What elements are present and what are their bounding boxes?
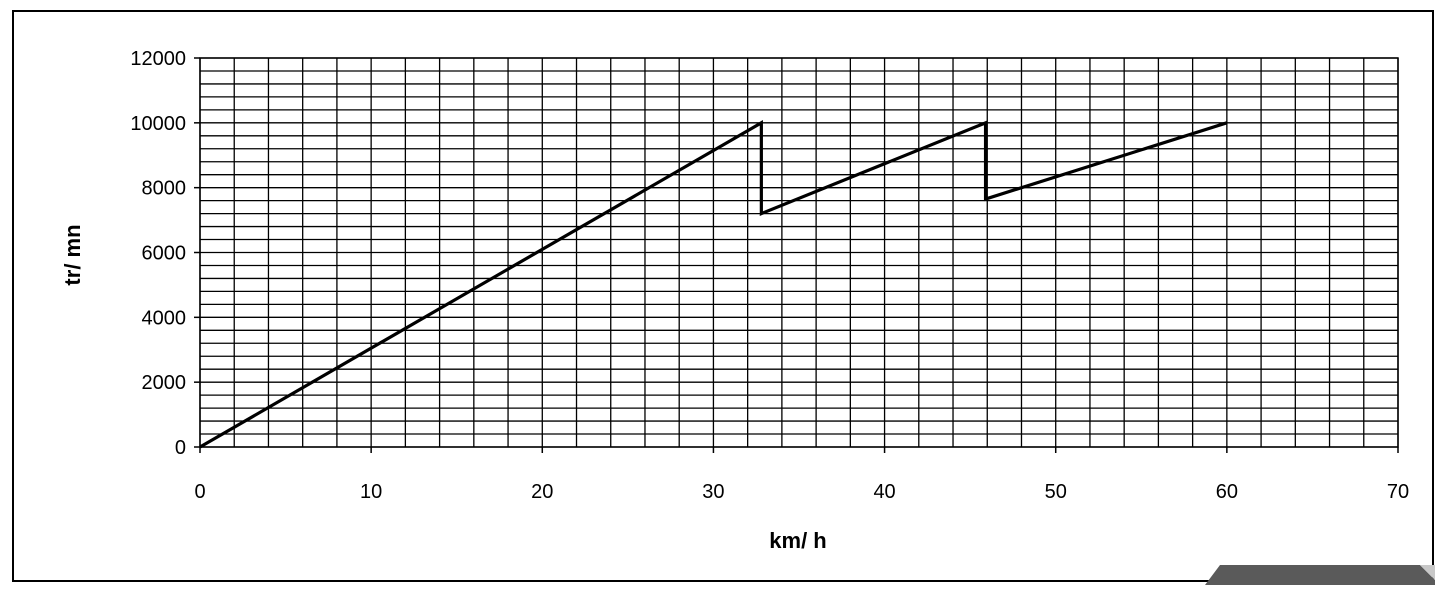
x-tick-label: 20 — [531, 481, 553, 503]
corner-tab-shape — [1205, 565, 1435, 585]
x-axis-title: km/ h — [769, 528, 826, 553]
y-tick-labels: 0 2000 4000 6000 8000 10000 12000 — [130, 48, 200, 459]
series-line — [199, 120, 1228, 449]
x-tick-label: 30 — [702, 481, 724, 503]
y-axis-title: tr/ mn — [60, 224, 85, 285]
chart-frame — [12, 10, 1434, 582]
x-tick-labels: 0 10 20 30 40 50 60 70 — [194, 447, 1409, 503]
y-tick-label: 6000 — [142, 243, 187, 265]
corner-tab-highlight — [1420, 565, 1435, 580]
y-tick-label: 4000 — [142, 307, 187, 329]
resize-corner-tab[interactable] — [1205, 565, 1435, 585]
y-tick-label: 0 — [175, 437, 186, 459]
x-tick-label: 10 — [360, 481, 382, 503]
y-tick-label: 2000 — [142, 372, 187, 394]
x-tick-label: 70 — [1387, 481, 1409, 503]
x-tick-label: 40 — [873, 481, 895, 503]
series-layer — [199, 120, 1228, 449]
x-tick-label: 50 — [1045, 481, 1067, 503]
y-tick-label: 10000 — [130, 113, 186, 135]
grid — [199, 57, 1399, 448]
x-tick-label: 0 — [194, 481, 205, 503]
x-tick-label: 60 — [1216, 481, 1238, 503]
y-tick-label: 8000 — [142, 178, 187, 200]
y-tick-label: 12000 — [130, 48, 186, 70]
